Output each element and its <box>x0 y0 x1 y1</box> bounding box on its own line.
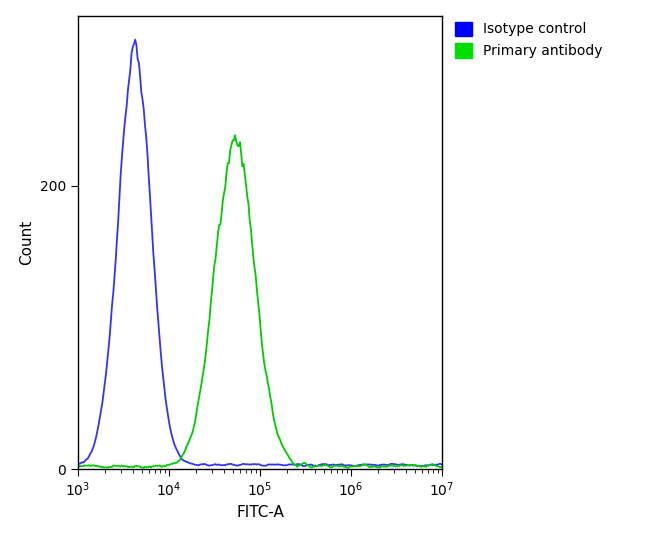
Y-axis label: Count: Count <box>20 220 34 265</box>
X-axis label: FITC-A: FITC-A <box>236 505 284 520</box>
Legend: Isotype control, Primary antibody: Isotype control, Primary antibody <box>449 16 608 63</box>
